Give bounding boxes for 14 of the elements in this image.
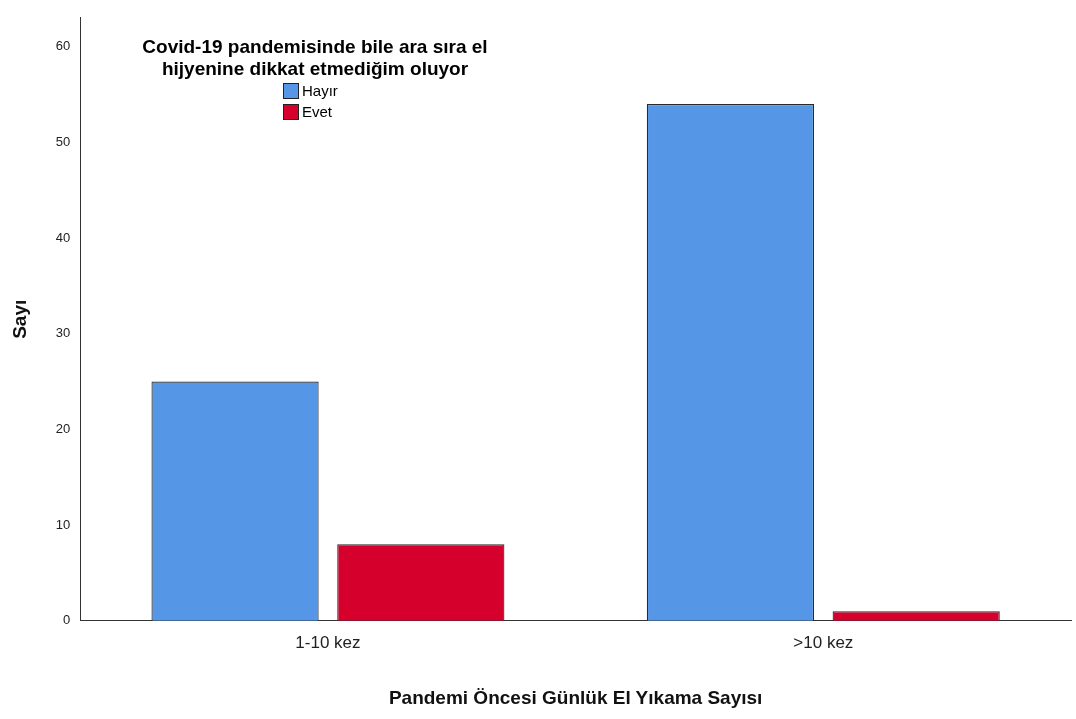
- legend-label: Evet: [302, 103, 333, 120]
- x-tick-label: 1-10 kez: [295, 632, 361, 652]
- x-tick-label: >10 kez: [793, 632, 854, 652]
- y-tick-label: 10: [55, 516, 71, 532]
- y-tick-label: 30: [55, 325, 71, 341]
- y-tick-label: 50: [55, 133, 71, 149]
- x-axis-title: Pandemi Öncesi Günlük El Yıkama Sayısı: [388, 686, 763, 708]
- legend-title: Covid-19 pandemisinde bile ara sıra el hijyenine dikkat etmediğim oluyor: [141, 36, 489, 80]
- y-tick-label: 40: [55, 229, 71, 245]
- y-tick-label: 20: [55, 420, 71, 436]
- y-tick-label: 60: [55, 38, 71, 54]
- y-tick-label: 0: [63, 612, 71, 628]
- legend-label: Hayır: [302, 82, 338, 99]
- y-axis-title: Sayı: [8, 299, 30, 339]
